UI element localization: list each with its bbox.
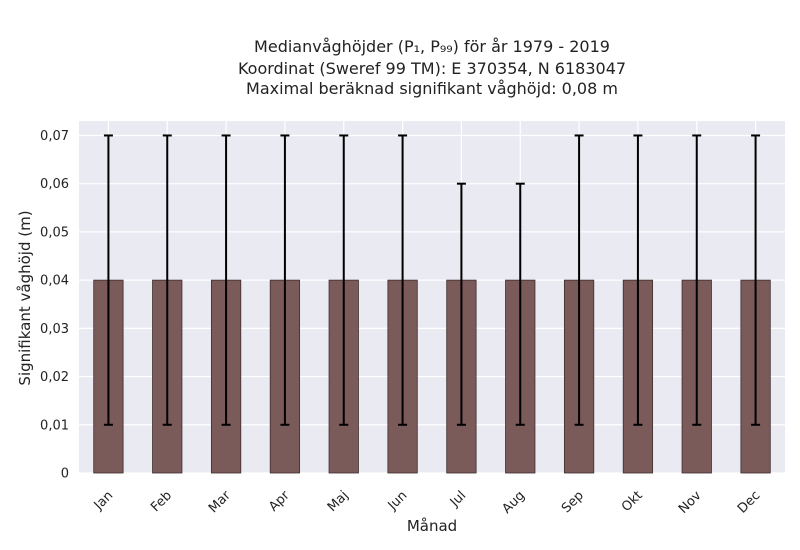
error-bar <box>574 134 584 426</box>
x-tick-label: Dec <box>735 488 763 516</box>
error-bar <box>280 134 290 426</box>
y-tick-label: 0,05 <box>40 225 69 240</box>
error-bar <box>456 182 466 426</box>
y-tick-label: 0,02 <box>40 370 69 385</box>
error-bars <box>103 134 761 426</box>
x-tick-label: Jun <box>385 488 411 514</box>
chart-title-line-2: Koordinat (Sweref 99 TM): E 370354, N 61… <box>238 59 626 78</box>
error-bar <box>103 134 113 426</box>
x-axis-label: Månad <box>407 517 457 535</box>
y-tick-label: 0 <box>61 467 69 482</box>
y-tick-label: 0,03 <box>40 322 69 337</box>
error-bar <box>515 182 525 426</box>
y-tick-label: 0,01 <box>40 418 69 433</box>
x-tick-label: Aug <box>500 488 529 517</box>
error-bar <box>633 134 643 426</box>
y-tick-label: 0,04 <box>40 274 69 289</box>
chart-title-line-1: Medianvåghöjder (P₁, P₉₉) för år 1979 - … <box>254 37 610 56</box>
y-axis-label: Signifikant våghöjd (m) <box>16 210 34 385</box>
x-tick-label: Jan <box>91 488 116 513</box>
error-bar <box>162 134 172 426</box>
error-bar <box>398 134 408 426</box>
x-tick-label: Feb <box>148 488 175 515</box>
y-axis-ticks: 0 0,01 0,02 0,03 0,04 0,05 0,06 0,07 <box>40 129 69 482</box>
y-tick-label: 0,07 <box>40 129 69 144</box>
error-bar <box>751 134 761 426</box>
x-tick-label: Maj <box>325 488 352 515</box>
chart-title-line-3: Maximal beräknad signifikant våghöjd: 0,… <box>246 79 618 98</box>
x-tick-label: Apr <box>266 488 293 515</box>
plot-area <box>79 121 785 473</box>
error-bar <box>692 134 702 426</box>
x-axis-ticks: Jan Feb Mar Apr Maj Jun Jul Aug Sep Okt Nov Dec <box>91 488 764 517</box>
x-tick-label: Okt <box>619 488 646 515</box>
y-tick-label: 0,06 <box>40 177 69 192</box>
error-bar <box>339 134 349 426</box>
x-tick-label: Mar <box>206 488 234 516</box>
x-tick-label: Nov <box>676 488 705 517</box>
x-tick-label: Jul <box>447 488 469 510</box>
x-tick-label: Sep <box>559 488 587 516</box>
error-bar <box>221 134 231 426</box>
